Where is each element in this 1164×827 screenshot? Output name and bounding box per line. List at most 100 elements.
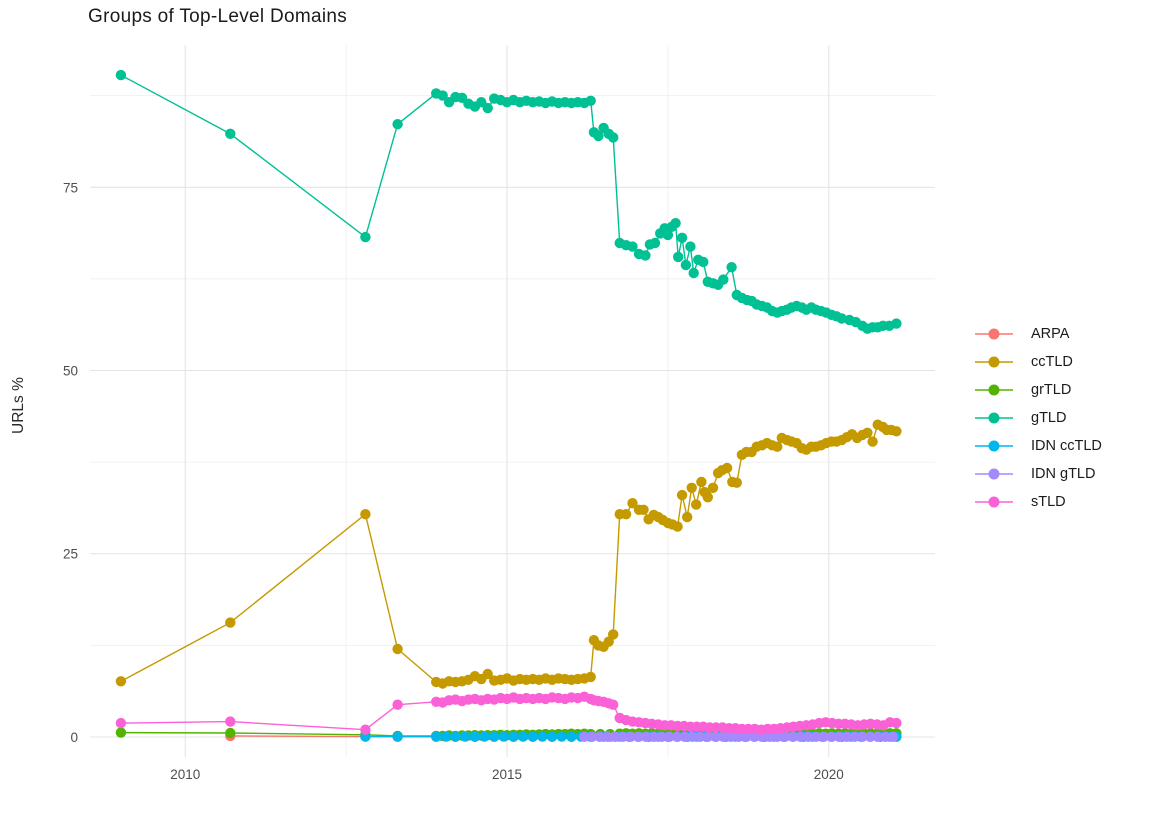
series-point-ccTLD — [627, 498, 638, 509]
series-point-IDN-gTLD — [633, 731, 644, 742]
series-point-gTLD — [640, 250, 651, 261]
legend: ARPA ccTLD grTLD gTLD IDN ccTLD IDN gTLD sTLD — [974, 320, 1102, 516]
legend-key-dot — [988, 440, 1000, 452]
legend-key-icon — [975, 412, 1013, 424]
series-point-IDN-gTLD — [826, 731, 837, 742]
series-point-IDN-gTLD — [702, 731, 713, 742]
series-point-gTLD — [718, 274, 729, 285]
series-point-IDN-gTLD — [648, 731, 659, 742]
y-tick-label: 25 — [63, 547, 78, 562]
series-point-ccTLD — [696, 476, 707, 488]
legend-key-icon — [975, 496, 1013, 508]
series-point-sTLD — [225, 716, 236, 727]
series-point-gTLD — [676, 232, 688, 243]
series-point-ccTLD — [115, 676, 127, 687]
legend-label: gTLD — [1031, 410, 1067, 426]
series-point-IDN-gTLD — [818, 731, 829, 742]
series-point-IDN-gTLD — [841, 731, 852, 742]
series-point-ccTLD — [721, 462, 733, 474]
series-point-IDN-gTLD — [779, 731, 791, 742]
series-point-IDN-gTLD — [679, 731, 690, 742]
series-point-ccTLD — [691, 499, 702, 510]
series-point-IDN-ccTLD — [508, 731, 519, 742]
y-tick-label: 0 — [70, 730, 78, 745]
series-point-IDN-gTLD — [687, 731, 698, 742]
series-point-IDN-gTLD — [656, 731, 667, 742]
series-point-IDN-ccTLD — [392, 731, 403, 742]
series-point-IDN-gTLD — [888, 731, 899, 742]
series-point-gTLD — [585, 95, 596, 107]
series-point-gTLD — [649, 237, 661, 249]
series-point-IDN-gTLD — [617, 731, 629, 742]
legend-label: sTLD — [1031, 494, 1066, 510]
series-point-ccTLD — [638, 504, 649, 515]
series-point-ccTLD — [482, 668, 493, 680]
x-tick-label: 2020 — [814, 767, 844, 782]
legend-item-sTLD: sTLD — [974, 488, 1102, 516]
series-point-gTLD — [726, 262, 737, 273]
series-point-IDN-ccTLD — [489, 731, 500, 742]
series-point-IDN-ccTLD — [469, 731, 481, 742]
series-point-IDN-gTLD — [810, 731, 822, 742]
series-point-IDN-ccTLD — [537, 731, 548, 742]
legend-key-dot — [988, 384, 1000, 396]
series-point-IDN-gTLD — [872, 731, 883, 742]
series-point-IDN-gTLD — [857, 731, 868, 742]
series-point-IDN-gTLD — [772, 731, 783, 742]
series-point-gTLD — [115, 69, 127, 81]
legend-key-dot — [988, 356, 1000, 368]
series-point-ccTLD — [672, 521, 683, 532]
series-point-IDN-ccTLD — [527, 731, 538, 742]
series-point-grTLD — [115, 727, 127, 738]
legend-item-ccTLD: ccTLD — [974, 348, 1102, 376]
legend-item-IDN-gTLD: IDN gTLD — [974, 460, 1102, 488]
series-point-IDN-gTLD — [602, 731, 613, 742]
series-point-ccTLD — [360, 509, 371, 520]
series-point-ccTLD — [891, 426, 902, 437]
series-point-ccTLD — [686, 482, 697, 493]
chart-title: Groups of Top-Level Domains — [88, 6, 348, 27]
series-point-sTLD — [891, 717, 902, 729]
series-point-gTLD — [392, 119, 403, 130]
series-point-gTLD — [836, 313, 847, 324]
series-point-gTLD — [685, 241, 696, 252]
series-point-IDN-ccTLD — [450, 731, 461, 742]
series-point-IDN-ccTLD — [517, 731, 529, 742]
series-point-IDN-gTLD — [795, 731, 806, 742]
legend-key-icon — [975, 468, 1013, 480]
series-point-IDN-gTLD — [864, 731, 876, 742]
series-point-ccTLD — [225, 617, 236, 628]
series-point-ccTLD — [772, 441, 783, 452]
series-point-ccTLD — [392, 643, 403, 655]
legend-key-dot — [988, 468, 1000, 480]
series-point-ccTLD — [620, 509, 632, 520]
series-point-IDN-gTLD — [733, 731, 744, 742]
series-point-gTLD — [891, 318, 902, 329]
series-point-gTLD — [482, 102, 493, 114]
series-point-IDN-gTLD — [625, 731, 636, 742]
series-point-gTLD — [360, 231, 371, 243]
series-point-gTLD — [698, 256, 709, 268]
legend-label: IDN ccTLD — [1031, 438, 1102, 454]
series-point-IDN-ccTLD — [556, 731, 567, 742]
series-point-IDN-ccTLD — [460, 731, 471, 742]
series-point-gTLD — [670, 218, 681, 229]
series-point-IDN-gTLD — [725, 731, 737, 742]
series-point-IDN-gTLD — [764, 731, 775, 742]
series-point-IDN-gTLD — [664, 731, 675, 742]
series-point-sTLD — [115, 717, 127, 729]
series-point-IDN-gTLD — [586, 731, 598, 742]
legend-key-icon — [975, 356, 1013, 368]
series-point-IDN-gTLD — [803, 731, 814, 742]
series-point-IDN-gTLD — [609, 731, 621, 742]
series-point-IDN-gTLD — [741, 731, 752, 742]
legend-label: grTLD — [1031, 382, 1072, 398]
legend-label: ARPA — [1031, 326, 1070, 342]
series-point-ccTLD — [867, 436, 878, 447]
series-point-IDN-gTLD — [787, 731, 798, 742]
series-point-ccTLD — [862, 427, 873, 438]
series-point-gTLD — [608, 132, 619, 143]
series-point-gTLD — [688, 267, 699, 279]
